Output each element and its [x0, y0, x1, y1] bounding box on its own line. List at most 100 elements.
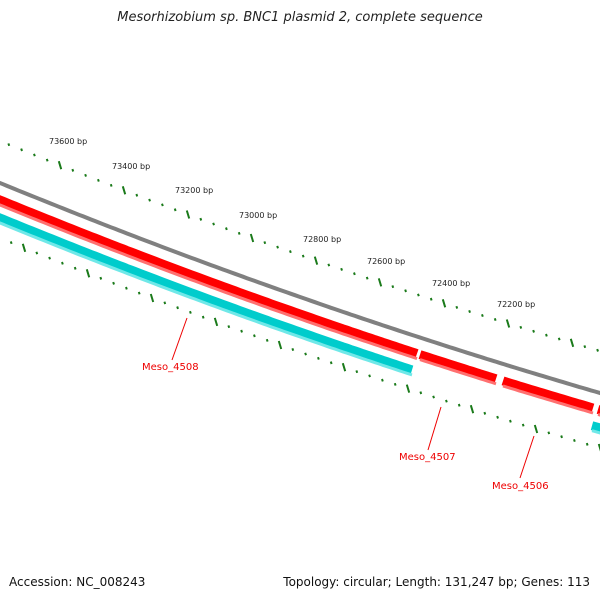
gene-label-leader [427, 406, 442, 451]
minor-tick [445, 399, 448, 403]
minor-tick [163, 301, 167, 305]
tick-marks [7, 143, 600, 452]
major-tick [149, 293, 155, 303]
tick-label: 73200 bp [175, 186, 213, 195]
minor-tick [381, 378, 384, 382]
minor-tick [161, 203, 164, 207]
major-tick [505, 319, 511, 328]
forward-gene-meso-4507[interactable] [418, 350, 498, 384]
minor-tick [391, 285, 395, 289]
minor-tick [353, 272, 356, 276]
minor-tick [596, 348, 599, 352]
minor-tick [276, 245, 279, 249]
minor-tick [265, 338, 269, 342]
major-tick [213, 317, 219, 327]
minor-tick [61, 261, 64, 265]
gene-labels: Meso_4508 Meso_4507 Meso_4506 [142, 317, 549, 492]
minor-tick [45, 158, 49, 162]
minor-tick [48, 256, 51, 260]
major-tick [569, 338, 575, 348]
minor-tick [340, 267, 343, 271]
accession-text: Accession: NC_008243 [9, 575, 146, 589]
minor-tick [35, 251, 39, 255]
minor-tick [455, 305, 459, 309]
minor-tick [225, 227, 228, 231]
reverse-gene-edge [0, 221, 413, 377]
minor-tick [7, 143, 11, 147]
map-title: Mesorhizobium sp. BNC1 plasmid 2, comple… [117, 10, 483, 25]
minor-tick [212, 222, 215, 226]
major-tick [57, 160, 63, 170]
gene-label-meso-4508[interactable]: Meso_4508 [142, 362, 199, 373]
minor-tick [125, 286, 128, 290]
major-tick [185, 210, 191, 219]
minor-tick [417, 293, 420, 297]
minor-tick [253, 334, 256, 338]
backbone-line [0, 180, 600, 396]
tick-label: 72600 bp [367, 257, 405, 266]
minor-tick [20, 148, 23, 152]
minor-tick [532, 329, 535, 333]
minor-tick [73, 266, 77, 270]
minor-tick [71, 168, 75, 172]
forward-gene-meso-4506[interactable] [501, 376, 595, 413]
gene-label-meso-4506[interactable]: Meso_4506 [492, 481, 549, 492]
tick-label: 72400 bp [432, 279, 470, 288]
summary-text: Topology: circular; Length: 131,247 bp; … [283, 575, 590, 589]
minor-tick [291, 347, 295, 352]
forward-gene-next[interactable] [596, 405, 600, 415]
major-tick [277, 340, 283, 350]
minor-tick [585, 442, 589, 446]
forward-gene-meso-4508[interactable] [0, 195, 419, 358]
tick-label: 73600 bp [49, 137, 87, 146]
minor-tick [483, 411, 487, 415]
major-tick [121, 186, 127, 195]
minor-tick [521, 423, 525, 427]
forward-gene-meso-4507-edge [419, 358, 497, 386]
forward-gene-meso-4508-edge [0, 203, 418, 361]
minor-tick [468, 309, 471, 314]
reverse-gene-next-edge [591, 429, 600, 435]
reverse-gene[interactable] [0, 213, 414, 375]
minor-tick [583, 345, 587, 349]
minor-tick [457, 403, 461, 407]
minor-tick [173, 208, 177, 212]
minor-tick [519, 325, 523, 329]
tick-label: 72200 bp [497, 300, 535, 309]
minor-tick [99, 276, 103, 280]
minor-tick [573, 438, 576, 443]
minor-tick [327, 263, 331, 267]
minor-tick [419, 391, 423, 395]
major-tick [405, 384, 411, 393]
major-tick [21, 243, 27, 253]
minor-tick [317, 356, 320, 360]
gene-label-leader [171, 317, 188, 361]
tick-label: 73400 bp [112, 162, 150, 171]
gene-label-leader [519, 435, 535, 479]
minor-tick [201, 315, 205, 319]
minor-tick [393, 382, 397, 386]
minor-tick [84, 173, 87, 177]
minor-tick [429, 297, 433, 301]
tick-label: 72800 bp [303, 235, 341, 244]
major-tick [597, 443, 600, 452]
minor-tick [9, 241, 13, 245]
tick-labels: 73600 bp 73400 bp 73200 bp 73000 bp 7280… [49, 137, 535, 309]
minor-tick [240, 329, 243, 333]
reverse-gene-next[interactable] [590, 421, 600, 433]
minor-tick [509, 419, 512, 423]
minor-tick [560, 435, 563, 439]
minor-tick [199, 217, 203, 221]
minor-tick [227, 325, 231, 329]
gene-label-meso-4507[interactable]: Meso_4507 [399, 452, 456, 463]
minor-tick [289, 250, 292, 254]
major-tick [341, 362, 347, 372]
minor-tick [109, 183, 113, 187]
minor-tick [304, 352, 307, 356]
minor-tick [112, 281, 115, 285]
minor-tick [97, 178, 100, 182]
minor-tick [557, 337, 561, 341]
minor-tick [176, 306, 179, 310]
